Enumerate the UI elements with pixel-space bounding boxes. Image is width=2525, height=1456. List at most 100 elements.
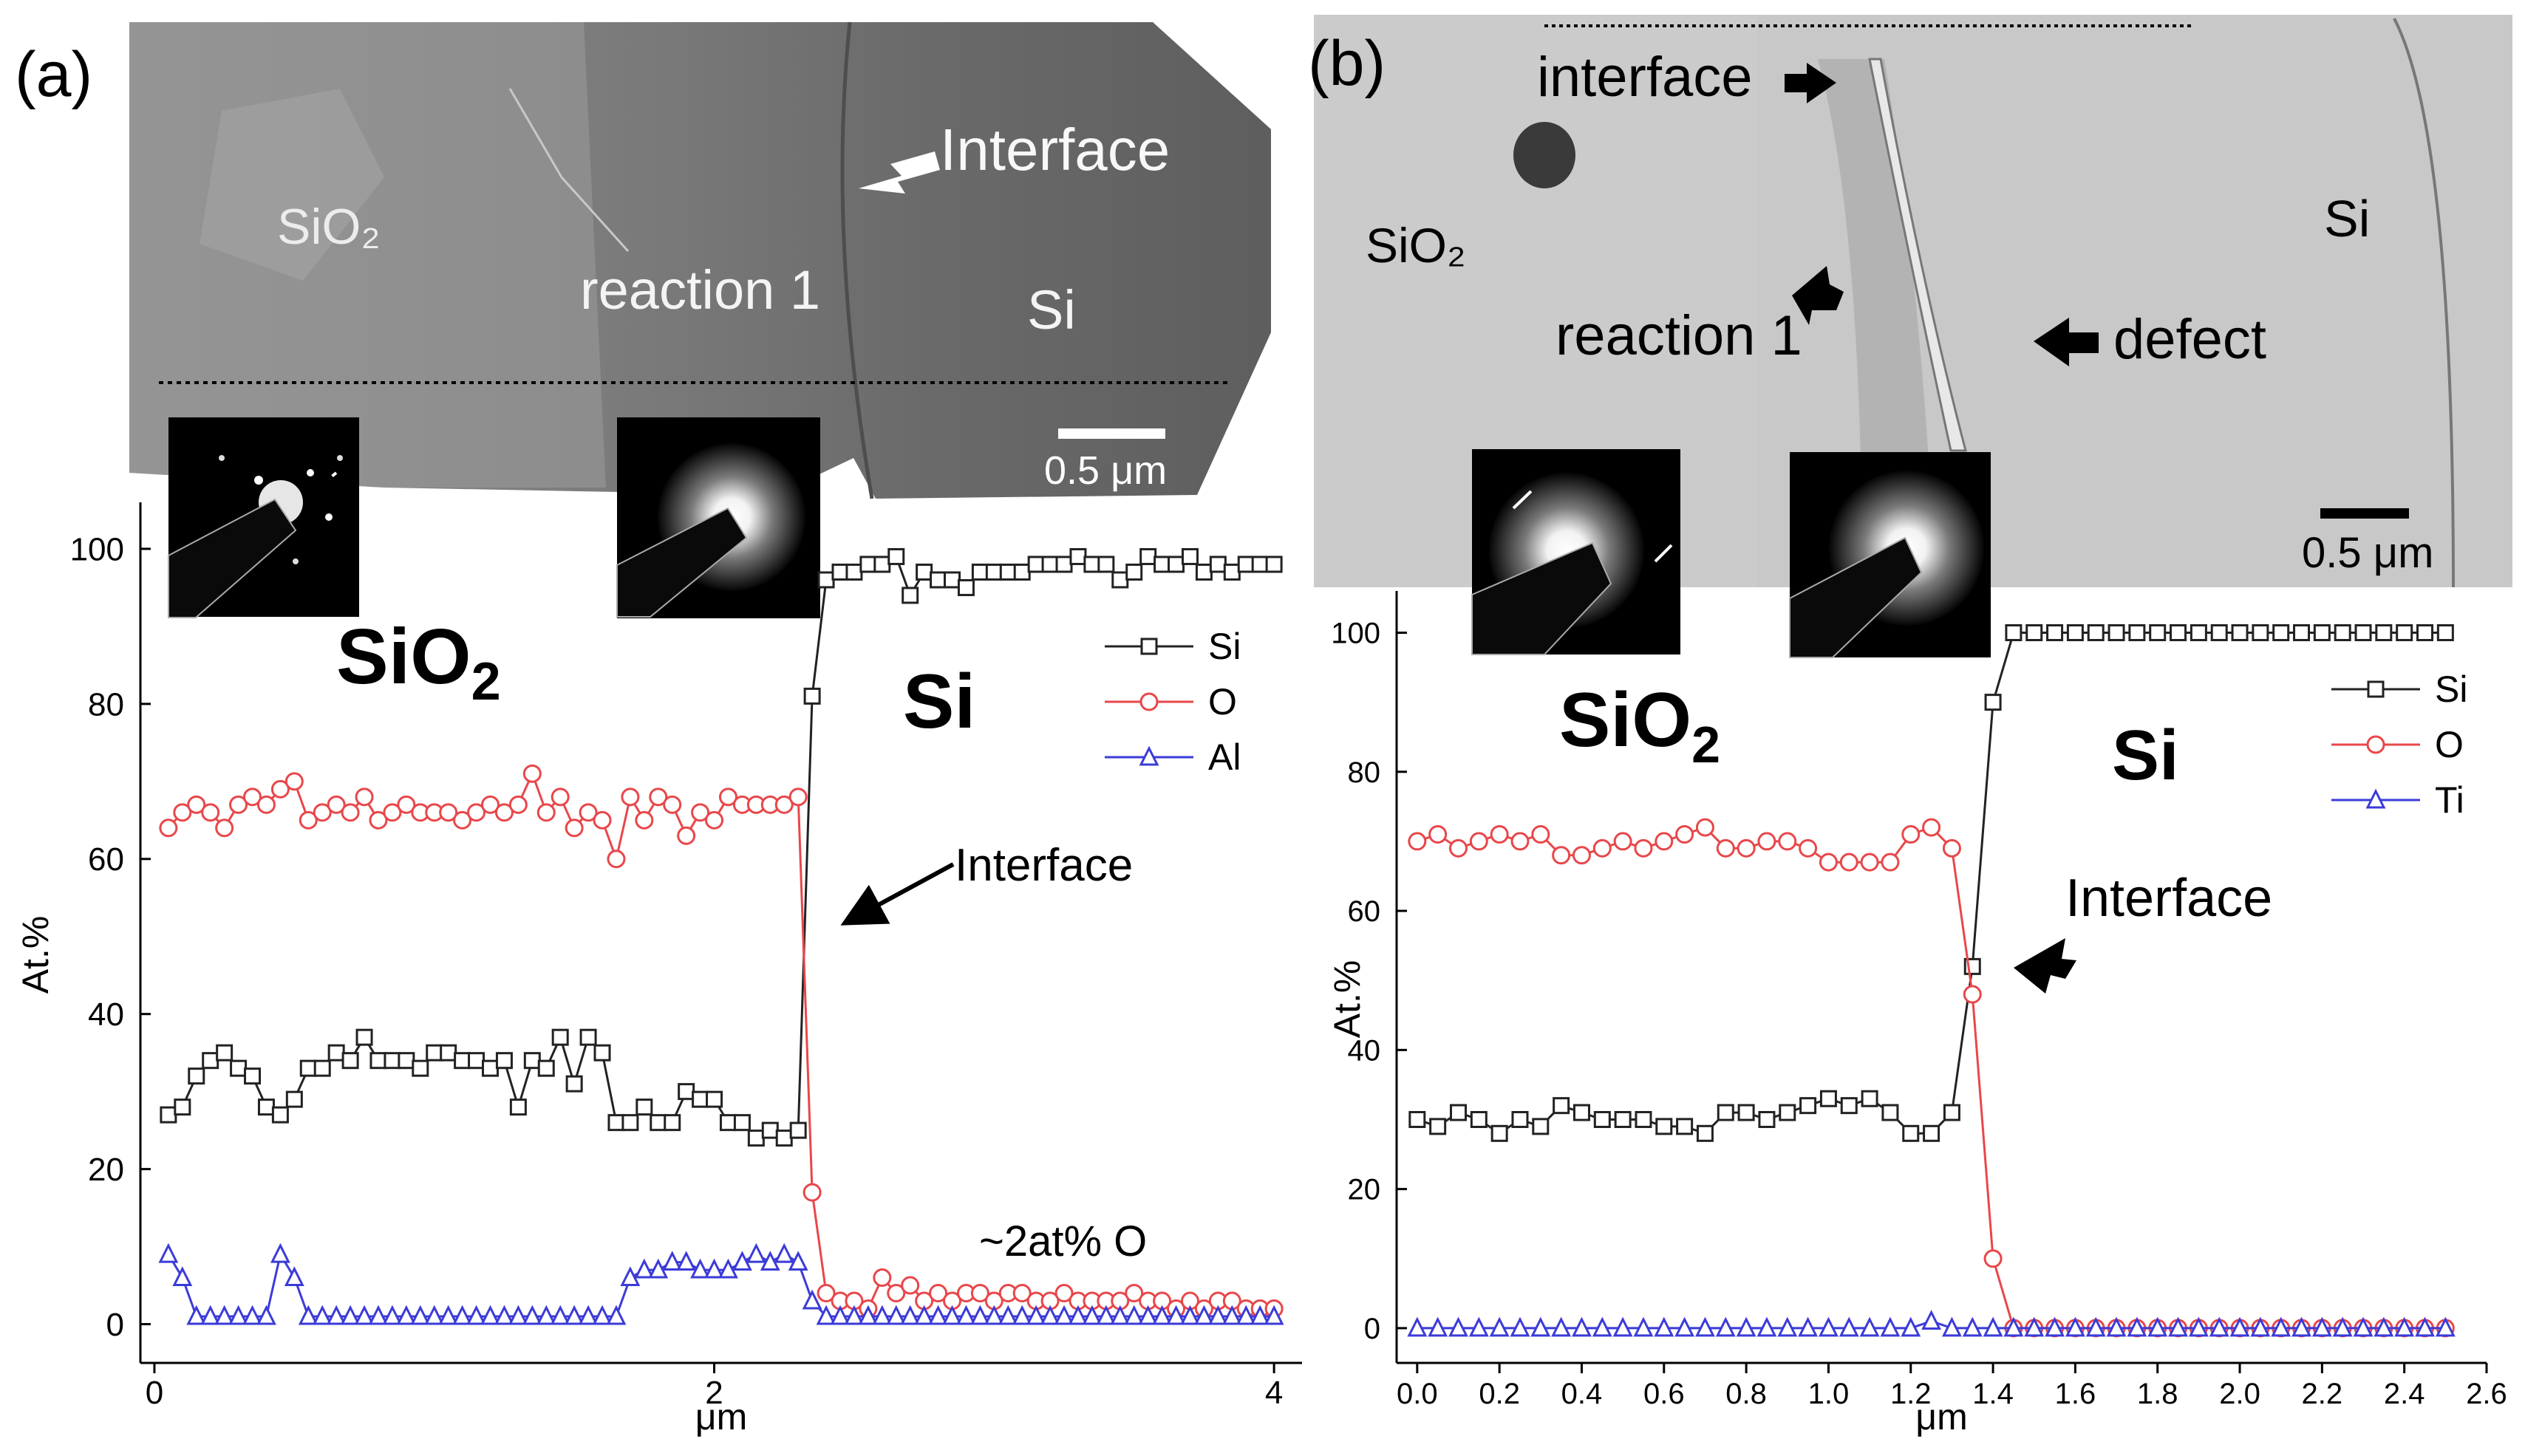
data-point-si: [2354, 623, 2372, 641]
data-point-si: [916, 563, 933, 581]
data-point-o: [480, 795, 500, 814]
series-ti: [1407, 1310, 2456, 1337]
data-point-al: [1068, 1305, 1088, 1325]
data-point-o: [173, 803, 192, 822]
data-point-si: [747, 1129, 765, 1147]
data-point-si: [635, 1098, 653, 1116]
data-point-si: [1861, 1090, 1878, 1107]
data-point-si: [1111, 571, 1129, 589]
data-point-si: [1195, 563, 1213, 581]
data-point-si: [593, 1044, 611, 1062]
data-point-si: [2087, 623, 2105, 641]
data-point-ti: [1530, 1316, 1551, 1337]
data-point-si: [202, 1052, 219, 1070]
micrograph-a-sio2-label: SiO₂: [277, 199, 381, 255]
data-point-al: [158, 1243, 179, 1263]
data-point-o: [873, 1268, 892, 1288]
data-point-al: [942, 1305, 962, 1325]
data-point-si: [2210, 623, 2228, 641]
data-point-o: [1983, 1249, 2003, 1268]
chart-b-si-annotation: Si: [2112, 716, 2179, 795]
data-point-o: [1490, 825, 1509, 844]
data-point-o: [1634, 838, 1653, 858]
micrograph-b-si-label: Si: [2324, 190, 2370, 247]
data-point-si: [873, 556, 891, 573]
data-point-o: [256, 795, 276, 814]
data-point-o: [522, 764, 542, 783]
y-tick-label: 60: [88, 841, 124, 878]
x-tick-label: 0: [146, 1375, 163, 1411]
data-point-si: [1758, 1110, 1776, 1128]
data-point-ti: [1633, 1316, 1654, 1337]
legend-label: Al: [1208, 736, 1241, 778]
data-point-si: [2190, 623, 2207, 641]
data-point-o: [508, 795, 528, 814]
data-point-o: [229, 795, 248, 814]
data-point-o: [327, 795, 346, 814]
data-point-si: [957, 578, 975, 596]
data-point-al: [746, 1243, 766, 1263]
data-point-ti: [2003, 1316, 2024, 1337]
data-point-si: [1154, 556, 1171, 573]
data-point-ti: [2229, 1316, 2250, 1337]
panel-a-label: (a): [15, 39, 92, 110]
data-point-si: [775, 1129, 793, 1147]
data-point-al: [228, 1305, 249, 1325]
data-point-si: [1511, 1110, 1529, 1128]
data-point-si: [2313, 623, 2331, 641]
data-point-al: [844, 1305, 865, 1325]
y-axis-label: At.%: [1326, 960, 1368, 1039]
chart-b: 0 20 40 60 80 100 0.0 0.2 0.4 0.6 0.8 1.0 1.2 1.4 1.6 1…: [1326, 591, 2507, 1438]
data-point-ti: [1510, 1316, 1530, 1337]
data-point-al: [1264, 1305, 1284, 1325]
series-o: [159, 764, 1284, 1319]
series-o: [1408, 818, 2455, 1338]
data-point-si: [887, 547, 905, 565]
data-point-al: [816, 1305, 836, 1325]
chart-a-interface-arrow-icon: [840, 862, 955, 926]
data-point-si: [1923, 1124, 1940, 1142]
data-point-al: [718, 1258, 738, 1279]
data-point-al: [620, 1266, 641, 1287]
data-point-al: [1096, 1305, 1117, 1325]
data-point-o: [565, 818, 584, 838]
legend-label: Si: [2435, 669, 2467, 710]
scale-bar-a: [1058, 428, 1165, 439]
data-point-ti: [1654, 1316, 1674, 1337]
data-point-si: [509, 1098, 527, 1116]
data-point-o: [887, 1284, 906, 1303]
data-point-si: [831, 563, 849, 581]
series-line-o: [1417, 826, 2446, 1330]
data-point-ti: [1859, 1316, 1880, 1337]
data-point-ti: [1901, 1316, 1921, 1337]
data-point-o: [677, 826, 696, 845]
data-point-si: [761, 1121, 779, 1139]
data-point-ti: [2106, 1316, 2127, 1337]
data-point-o: [1963, 985, 1982, 1004]
data-point-o: [1613, 832, 1632, 851]
data-point-si: [1083, 556, 1101, 573]
micrograph-a-interface-label: Interface: [940, 117, 1170, 182]
legend-label: Si: [1208, 626, 1241, 667]
legend-marker: [1139, 745, 1159, 766]
data-point-si: [845, 563, 863, 581]
data-point-al: [1207, 1305, 1228, 1325]
data-point-si: [1013, 563, 1031, 581]
data-point-al: [1012, 1305, 1032, 1325]
data-point-o: [1922, 818, 1941, 837]
data-point-si: [2396, 623, 2413, 641]
data-point-al: [214, 1305, 235, 1325]
data-point-ti: [2085, 1316, 2106, 1337]
data-point-si: [468, 1052, 485, 1070]
data-point-si: [1737, 1104, 1755, 1121]
data-point-si: [1251, 556, 1269, 573]
scale-bar-a-label: 0.5 μm: [1044, 448, 1167, 493]
data-point-al: [886, 1305, 907, 1325]
data-point-si: [1532, 1118, 1550, 1135]
interface-arrow-icon: [1785, 63, 1836, 103]
saed-pattern-b1: [1471, 449, 1680, 655]
data-point-o: [551, 787, 570, 807]
data-point-si: [1168, 556, 1185, 573]
data-point-si: [537, 1059, 555, 1077]
data-point-si: [2066, 623, 2084, 641]
